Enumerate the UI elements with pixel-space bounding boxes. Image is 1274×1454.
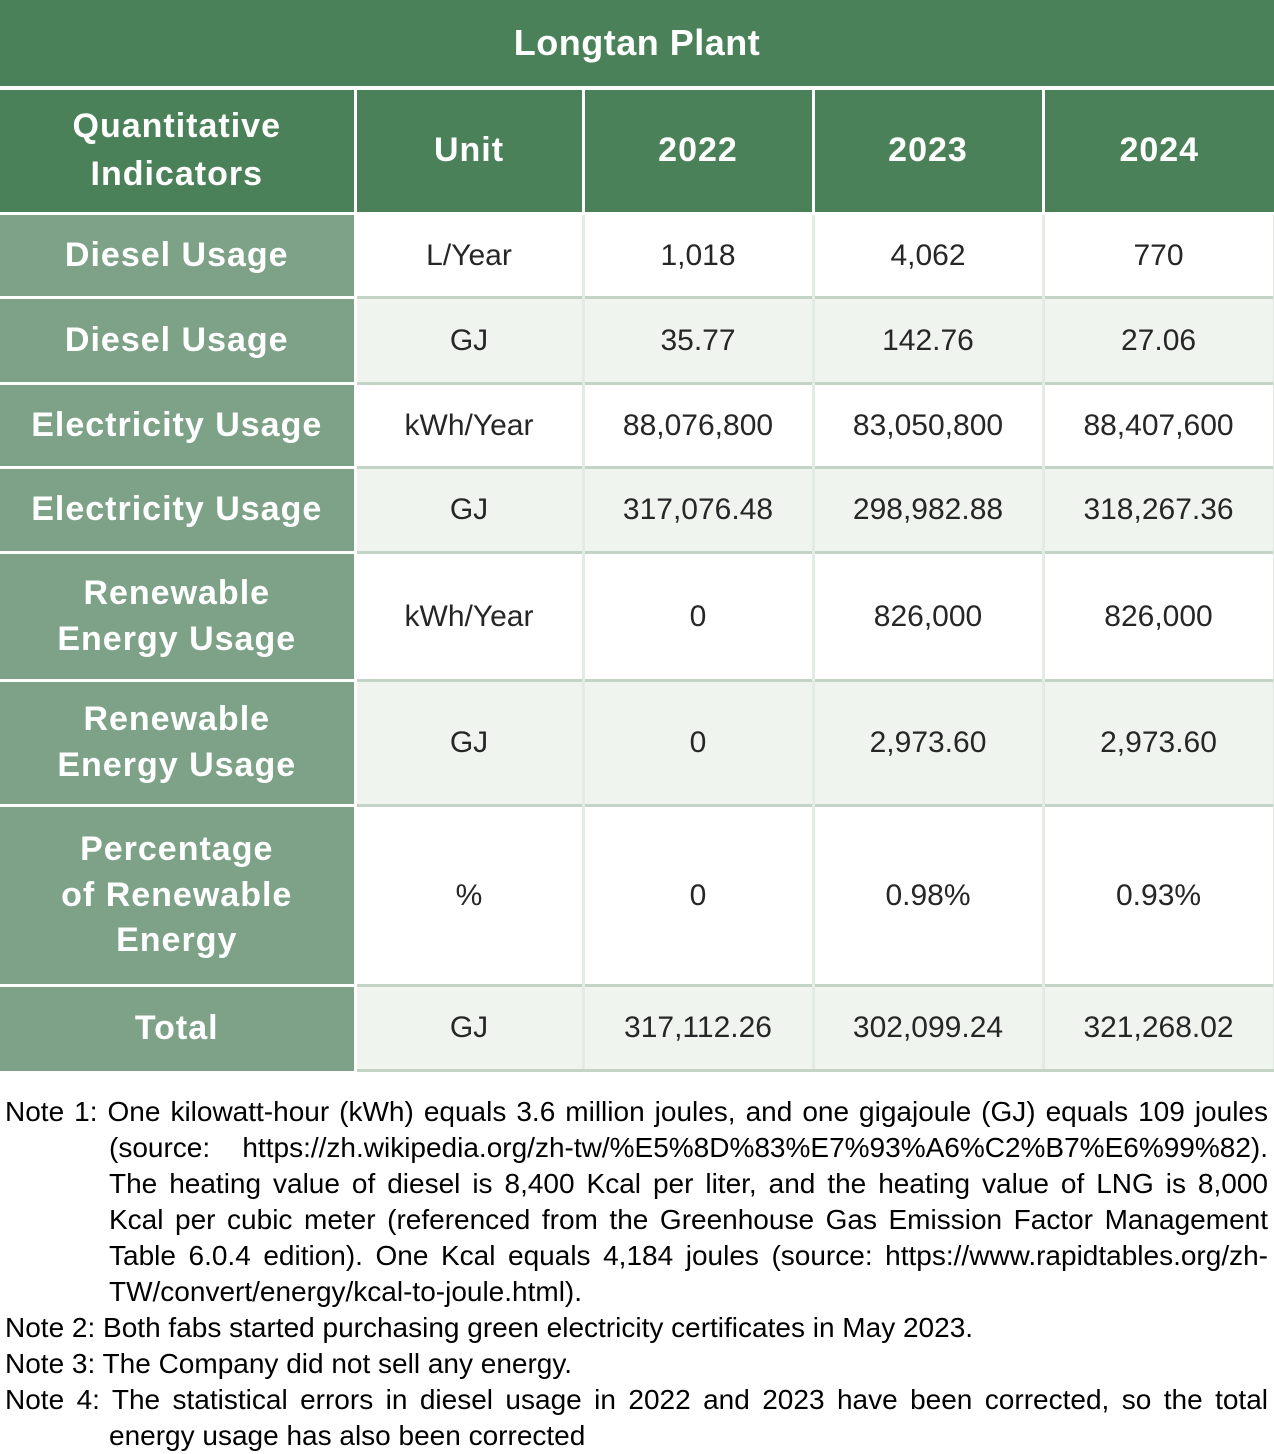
note-label-line: Note 2: Both fabs started purchasing gre… bbox=[5, 1312, 974, 1343]
unit-cell: % bbox=[353, 804, 583, 986]
value-cell: 826,000 bbox=[1041, 551, 1274, 681]
row-indicator-label: Electricity Usage bbox=[0, 466, 357, 553]
note-continuation-line: (source: https://zh.wikipedia.org/zh-tw/… bbox=[109, 1132, 1268, 1163]
row-indicator-label: Total bbox=[0, 984, 357, 1071]
value-cell: 4,062 bbox=[811, 212, 1043, 298]
table-row: Diesel Usage L/Year 1,018 4,062 770 bbox=[0, 212, 1274, 298]
value-cell: 2,973.60 bbox=[811, 679, 1043, 806]
table-row: Electricity Usage kWh/Year 88,076,800 83,05… bbox=[0, 382, 1274, 468]
value-cell: 83,050,800 bbox=[811, 382, 1043, 468]
value-cell: 2,973.60 bbox=[1041, 679, 1274, 806]
table-row: Electricity Usage GJ 317,076.48 298,982.88 3… bbox=[0, 466, 1274, 553]
note-continuation-line: The heating value of diesel is 8,400 Kca… bbox=[109, 1168, 1268, 1199]
value-cell: 0 bbox=[581, 551, 813, 681]
table-row: Total GJ 317,112.26 302,099.24 321,268.02 bbox=[0, 984, 1274, 1072]
value-cell: 321,268.02 bbox=[1041, 984, 1274, 1072]
row-indicator-label: Diesel Usage bbox=[0, 212, 357, 298]
value-cell: 318,267.36 bbox=[1041, 466, 1274, 553]
note-label-line: Note 3: The Company did not sell any ene… bbox=[5, 1348, 573, 1379]
value-cell: 0 bbox=[581, 804, 813, 986]
note: Note 3: The Company did not sell any ene… bbox=[5, 1346, 1268, 1382]
column-header-indicators: Quantitative Indicators bbox=[0, 88, 355, 215]
unit-cell: GJ bbox=[353, 984, 583, 1072]
column-header-unit: Unit bbox=[353, 88, 583, 215]
note-continuation-line: TW/convert/energy/kcal-to-joule.html). bbox=[109, 1276, 583, 1307]
value-cell: 826,000 bbox=[811, 551, 1043, 681]
value-cell: 27.06 bbox=[1041, 296, 1274, 384]
table-row: Percentage of Renewable Energy% 0 0.98% 0.9… bbox=[0, 804, 1274, 986]
note: Note 1: One kilowatt-hour (kWh) equals 3… bbox=[5, 1094, 1268, 1310]
note-continuation-line: Table 6.0.4 edition). One Kcal equals 4,… bbox=[109, 1240, 1268, 1271]
row-indicator-label: Diesel Usage bbox=[0, 296, 357, 384]
value-cell: 770 bbox=[1041, 212, 1274, 298]
value-cell: 88,076,800 bbox=[581, 382, 813, 468]
unit-cell: kWh/Year bbox=[353, 382, 583, 468]
row-indicator-label: Percentage of Renewable Energy bbox=[0, 804, 357, 986]
unit-cell: GJ bbox=[353, 296, 583, 384]
value-cell: 1,018 bbox=[581, 212, 813, 298]
unit-cell: L/Year bbox=[353, 212, 583, 298]
note: Note 4: The statistical errors in diesel… bbox=[5, 1382, 1268, 1454]
value-cell: 142.76 bbox=[811, 296, 1043, 384]
row-indicator-label: Renewable Energy Usage bbox=[0, 551, 357, 681]
longtan-plant-table: Longtan Plant Quantitative Indicators Un… bbox=[0, 0, 1274, 1072]
unit-cell: GJ bbox=[353, 679, 583, 806]
note-continuation-line: Kcal per cubic meter (referenced from th… bbox=[109, 1204, 1268, 1235]
notes-section: Note 1: One kilowatt-hour (kWh) equals 3… bbox=[0, 1094, 1274, 1454]
table-row: Renewable Energy Usage GJ 0 2,973.60 2,973.6… bbox=[0, 679, 1274, 806]
unit-cell: kWh/Year bbox=[353, 551, 583, 681]
unit-cell: GJ bbox=[353, 466, 583, 553]
value-cell: 0.93% bbox=[1041, 804, 1274, 986]
column-header-2024: 2024 bbox=[1041, 88, 1274, 215]
table-row: Diesel Usage GJ 35.77 142.76 27.06 bbox=[0, 296, 1274, 384]
note-label-line: Note 4: The statistical errors in diesel… bbox=[5, 1384, 1268, 1415]
value-cell: 88,407,600 bbox=[1041, 382, 1274, 468]
note-continuation-line: energy usage has also been corrected bbox=[109, 1420, 586, 1451]
row-indicator-label: Electricity Usage bbox=[0, 382, 357, 468]
note-label-line: Note 1: One kilowatt-hour (kWh) equals 3… bbox=[5, 1096, 1268, 1127]
table-title-row: Longtan Plant bbox=[0, 0, 1274, 90]
row-indicator-label: Renewable Energy Usage bbox=[0, 679, 357, 806]
value-cell: 35.77 bbox=[581, 296, 813, 384]
value-cell: 0 bbox=[581, 679, 813, 806]
value-cell: 302,099.24 bbox=[811, 984, 1043, 1072]
column-header-2022: 2022 bbox=[581, 88, 813, 215]
table-title: Longtan Plant bbox=[0, 0, 1274, 90]
value-cell: 317,076.48 bbox=[581, 466, 813, 553]
value-cell: 0.98% bbox=[811, 804, 1043, 986]
column-header-2023: 2023 bbox=[811, 88, 1043, 215]
table-header-row: Quantitative Indicators Unit 2022 2023 2… bbox=[0, 88, 1274, 215]
value-cell: 317,112.26 bbox=[581, 984, 813, 1072]
value-cell: 298,982.88 bbox=[811, 466, 1043, 553]
note: Note 2: Both fabs started purchasing gre… bbox=[5, 1310, 1268, 1346]
table-row: Renewable Energy Usage kWh/Year 0 826,000 82… bbox=[0, 551, 1274, 681]
